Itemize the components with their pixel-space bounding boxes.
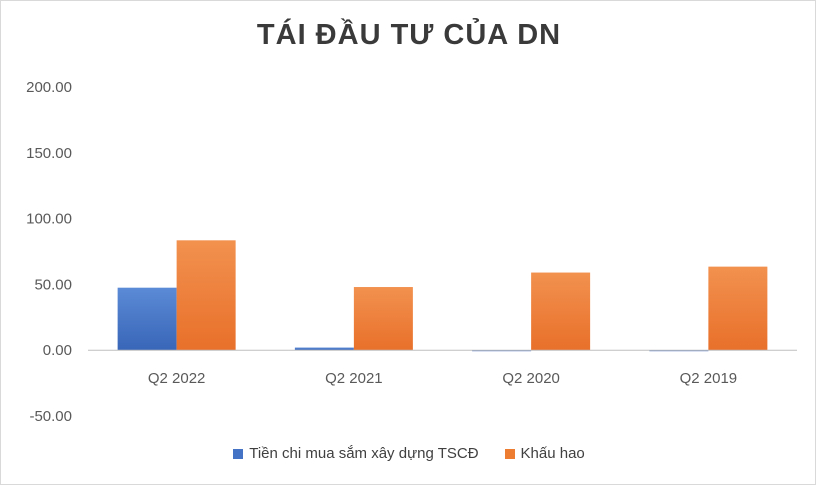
chart-title: TÁI ĐẦU TƯ CỦA DN: [256, 19, 562, 51]
bar-series-1-q2-2022: [117, 287, 177, 351]
x-tick-label-0: Q2 2022: [148, 370, 206, 387]
legend-label-series-1: Tiền chi mua sắm xây dựng TSCĐ: [249, 445, 479, 462]
legend-item-series-2: Khấu hao: [504, 445, 585, 462]
y-tick-label-5: -50.00: [29, 408, 72, 425]
bar-series-1-q2-2021: [294, 347, 354, 351]
bar-series-2-q2-2019: [708, 266, 768, 351]
legend-label-series-2: Khấu hao: [520, 445, 585, 462]
legend-swatch-series-2: [504, 448, 515, 459]
y-tick-label-3: 50.00: [34, 276, 72, 293]
y-tick-label-4: 0.00: [43, 342, 72, 359]
x-axis-tick-labels: Q2 2022 Q2 2021 Q2 2020 Q2 2019: [148, 370, 737, 387]
bar-series-2-q2-2022: [176, 240, 236, 351]
legend: Tiền chi mua sắm xây dựng TSCĐ Khấu hao: [1, 445, 816, 462]
legend-item-series-1: Tiền chi mua sắm xây dựng TSCĐ: [233, 445, 479, 462]
bars: [117, 240, 768, 352]
x-tick-label-3: Q2 2019: [680, 370, 738, 387]
bar-series-2-q2-2020: [531, 272, 591, 351]
y-tick-label-1: 150.00: [26, 145, 72, 162]
y-tick-label-2: 100.00: [26, 211, 72, 228]
legend-swatch-series-1: [233, 448, 244, 459]
y-tick-label-0: 200.00: [26, 79, 72, 96]
x-tick-label-2: Q2 2020: [502, 370, 560, 387]
bar-series-2-q2-2021: [353, 287, 413, 351]
x-tick-label-1: Q2 2021: [325, 370, 383, 387]
y-axis-tick-labels: 200.00 150.00 100.00 50.00 0.00 -50.00: [26, 79, 72, 425]
